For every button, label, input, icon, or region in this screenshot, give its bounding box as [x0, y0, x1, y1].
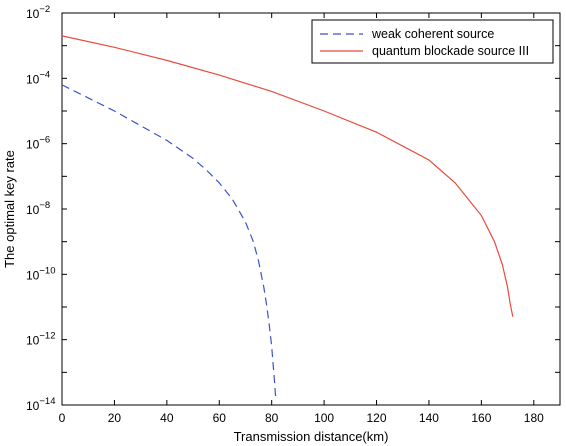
- x-tick-label: 20: [108, 411, 122, 425]
- legend-label-quantum-blockade: quantum blockade source III: [372, 44, 529, 58]
- x-tick-label: 100: [314, 411, 334, 425]
- legend-label-weak-coherent: weak coherent source: [371, 27, 494, 41]
- x-tick-label: 180: [524, 411, 544, 425]
- x-axis-ticks: 0 20 40 60 80 100 120 140 160 180: [59, 13, 544, 425]
- series-layer: [61, 35, 514, 397]
- y-tick-label: 10−12: [26, 331, 55, 348]
- x-axis-label: Transmission distance(km): [234, 429, 389, 444]
- x-tick-label: 140: [419, 411, 439, 425]
- y-axis-ticks: 10−14 10−12 10−10 10−8 10−6 10−4 10−2: [26, 4, 560, 413]
- x-tick-label: 120: [367, 411, 387, 425]
- y-tick-label: 10−4: [26, 69, 50, 86]
- x-tick-label: 0: [59, 411, 66, 425]
- x-tick-label: 160: [471, 411, 491, 425]
- x-tick-label: 80: [265, 411, 279, 425]
- legend: weak coherent source quantum blockade so…: [311, 19, 554, 64]
- plot-frame: [61, 12, 561, 406]
- y-tick-label: 10−14: [26, 396, 55, 413]
- y-tick-label: 10−6: [26, 135, 50, 152]
- series-line-quantum-blockade: [61, 35, 514, 317]
- x-tick-label: 60: [213, 411, 227, 425]
- y-tick-label: 10−2: [26, 4, 50, 21]
- y-tick-label: 10−8: [26, 200, 50, 217]
- y-axis-label: The optimal key rate: [2, 150, 17, 268]
- x-tick-label: 40: [160, 411, 174, 425]
- legend-box: [311, 19, 554, 64]
- y-tick-label: 10−10: [26, 265, 55, 282]
